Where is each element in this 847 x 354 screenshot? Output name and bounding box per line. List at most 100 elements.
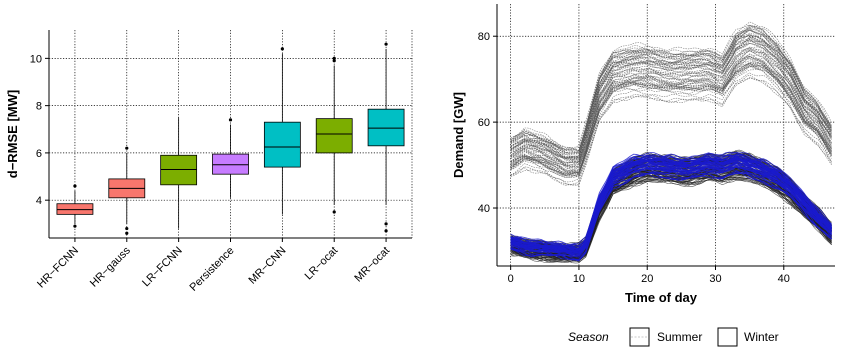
line-chart-panel: 40 60 80 0 10 20 30 40 Time of day Demand [GW]… — [451, 4, 835, 347]
winter-day-line — [510, 50, 832, 169]
line-chart-y-axis-label: Demand [GW] — [451, 92, 466, 178]
legend: Season Summer Winter — [568, 327, 779, 347]
boxplot-outlier — [332, 59, 336, 63]
line-chart-x-tick-label: 40 — [778, 273, 790, 285]
boxplot-outlier — [332, 210, 336, 214]
winter-day-line — [510, 50, 832, 168]
winter-day-line — [510, 25, 832, 151]
boxplot-box — [263, 121, 301, 168]
boxplot-outlier — [125, 231, 129, 235]
boxplot-y-ticks: 4 6 8 10 — [30, 53, 49, 207]
boxplot-outlier — [73, 184, 77, 188]
line-chart-y-tick-label: 40 — [478, 203, 490, 215]
highlighted-day-line — [510, 158, 832, 253]
boxplot-x-tick-label: MR−CNN — [246, 245, 288, 287]
boxplot-y-tick-label: 4 — [36, 195, 42, 207]
highlighted-day-line — [510, 151, 832, 245]
winter-day-line — [510, 28, 832, 154]
line-chart-x-tick-label: 0 — [508, 273, 514, 285]
line-chart-x-axis-label: Time of day — [625, 290, 698, 305]
winter-day-line — [510, 30, 832, 153]
boxplot-y-tick-label: 6 — [36, 148, 42, 160]
boxplot-outlier — [384, 229, 388, 233]
highlighted-day-line — [510, 169, 832, 257]
boxplot-outlier — [125, 226, 129, 231]
boxplot-x-tick-label: LR−ocat — [303, 245, 341, 283]
legend-title: Season — [568, 330, 609, 344]
winter-day-line — [510, 28, 832, 154]
winter-day-line — [510, 56, 832, 173]
winter-day-line — [510, 39, 832, 161]
line-chart-x-tick-label: 20 — [641, 273, 653, 285]
boxplot-outlier — [125, 146, 129, 150]
boxplot-box — [56, 203, 94, 215]
winter-day-line — [510, 74, 832, 186]
winter-day-line — [510, 56, 832, 172]
winter-day-line — [510, 53, 832, 171]
boxplot-box — [367, 108, 405, 147]
boxplot-outlier — [332, 56, 336, 60]
winter-day-line — [510, 47, 832, 166]
legend-key-winter — [717, 327, 738, 347]
winter-day-line — [510, 56, 832, 174]
highlighted-day-line — [510, 171, 832, 262]
winter-day-line — [510, 61, 832, 174]
highlighted-day-line — [510, 161, 832, 252]
winter-day-line — [510, 37, 832, 159]
winter-day-line — [510, 24, 832, 152]
legend-entry-summer: Summer — [657, 330, 702, 344]
winter-day-line — [510, 72, 832, 183]
winter-day-line — [510, 58, 832, 174]
boxplot-x-tick-label: Persistence — [187, 245, 236, 294]
line-chart-x-tick-label: 10 — [573, 273, 585, 285]
boxplot-outlier — [384, 222, 388, 226]
boxplot-x-tick-label: HR−gauss — [88, 244, 133, 289]
winter-day-line — [510, 39, 832, 162]
highlighted-day-line — [510, 171, 832, 260]
highlighted-day-line — [510, 165, 832, 254]
legend-entry-winter: Winter — [744, 330, 779, 344]
boxplot-box — [160, 154, 198, 186]
winter-day-line — [510, 49, 832, 165]
winter-day-line — [510, 42, 832, 163]
winter-day-line — [510, 77, 832, 186]
winter-day-line — [510, 68, 832, 178]
winter-day-line — [510, 76, 832, 185]
summer-day-line — [510, 179, 832, 263]
winter-day-line — [510, 65, 832, 177]
winter-day-line — [510, 46, 832, 164]
winter-day-line — [510, 65, 832, 178]
line-chart-grid — [497, 4, 835, 266]
highlighted-day-line — [510, 152, 832, 248]
boxplot-x-tick-label: HR−FCNN — [35, 245, 81, 291]
boxplot-outlier — [280, 47, 284, 51]
boxplot-x-tick-label: MR−ocat — [352, 245, 392, 285]
winter-day-line — [510, 54, 832, 170]
boxplot-box — [315, 118, 353, 154]
winter-day-line — [510, 64, 832, 176]
line-chart-y-ticks: 40 60 80 — [478, 31, 497, 215]
boxplot-outlier — [228, 118, 233, 122]
boxplot-box — [212, 153, 249, 175]
line-chart-y-tick-label: 80 — [478, 31, 490, 43]
winter-day-line — [510, 38, 832, 159]
boxplot-x-ticks: HR−FCNN HR−gauss LR−FCNN Persistence MR−CNN L… — [35, 238, 392, 294]
boxplot-outlier — [384, 42, 388, 46]
boxplot-x-tick-label: LR−FCNN — [140, 245, 185, 290]
boxplot-outlier — [73, 224, 77, 228]
boxplot-y-axis-label: d−RMSE [MW] — [5, 90, 20, 178]
boxplot-boxes — [56, 42, 405, 235]
highlighted-day-line — [510, 159, 832, 254]
line-chart-y-tick-label: 60 — [478, 117, 490, 129]
boxplot-y-tick-label: 10 — [30, 53, 42, 65]
winter-day-line — [510, 48, 832, 168]
winter-day-line — [510, 27, 832, 153]
winter-day-line — [510, 50, 832, 167]
line-chart-x-ticks: 0 10 20 30 40 — [508, 266, 790, 285]
line-chart-lines — [510, 21, 832, 264]
boxplot-y-tick-label: 8 — [36, 101, 42, 113]
winter-day-line — [510, 29, 832, 152]
